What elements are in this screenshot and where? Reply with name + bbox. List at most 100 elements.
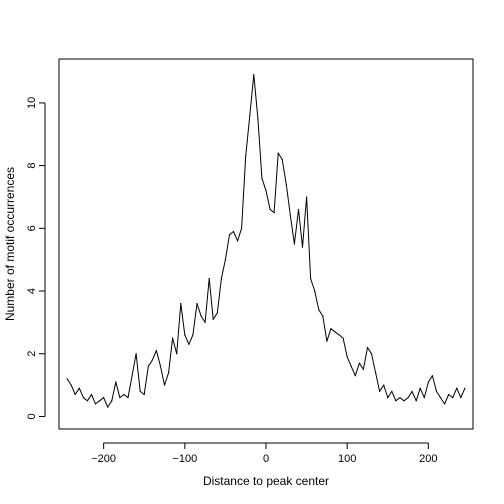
data-point [342,337,344,339]
data-point [431,375,433,377]
data-point [155,350,157,352]
y-tick-label: 8 [26,163,38,169]
x-tick-label: −100 [172,453,197,465]
data-point [379,390,381,392]
data-point [216,312,218,314]
data-point [261,177,263,179]
data-point [241,227,243,229]
data-point [245,155,247,157]
data-point [370,353,373,355]
data-point [212,318,214,320]
data-point [249,114,251,116]
y-tick-label: 4 [26,288,38,294]
data-point [306,196,308,198]
data-point [176,353,178,355]
y-axis-label: Number of motif occurrences [3,167,17,321]
data-point [435,390,438,392]
data-points [66,74,466,408]
data-point [224,259,226,261]
data-point [334,331,336,333]
data-point [131,375,133,377]
data-point [464,387,466,389]
data-point [188,343,190,345]
data-point [366,346,369,349]
data-point [82,397,84,399]
data-point [399,397,401,399]
data-point [78,387,80,389]
data-point [139,390,141,392]
data-point [269,208,271,211]
data-point [172,337,174,339]
data-point [168,372,170,374]
data-point [265,190,267,192]
series-line [66,74,466,408]
data-point [310,277,312,280]
data-point [180,303,182,305]
data-point [439,397,442,399]
data-point [293,243,295,245]
data-point [423,397,425,399]
data-point [119,397,121,399]
data-point [163,384,166,386]
y-tick-label: 10 [26,97,38,109]
x-tick-label: −200 [91,453,116,465]
data-point [285,183,287,185]
data-point [375,372,377,374]
data-point [257,118,259,120]
data-point [411,390,413,392]
data-point [444,403,446,405]
data-point [151,359,153,361]
data-point [74,393,76,396]
x-axis: −200 −100 0 100 200 [91,442,438,465]
data-point [346,356,348,358]
data-point [448,393,450,396]
data-point [253,74,255,76]
data-point [147,365,149,367]
data-point [456,387,458,389]
data-point [427,381,429,383]
data-point [107,406,109,408]
data-point [127,397,129,399]
data-point [358,362,360,364]
data-point [415,400,417,402]
data-point [111,400,113,402]
data-point [94,403,97,405]
data-point [387,397,389,399]
data-point [237,240,239,242]
y-tick-label: 0 [26,413,38,419]
data-point [419,387,421,389]
y-tick-label: 2 [26,351,38,357]
data-point [103,397,105,399]
data-point [460,397,462,399]
x-axis-label: Distance to peak center [203,474,329,488]
data-point [297,208,300,211]
data-point [200,315,202,317]
data-point [192,334,194,336]
data-point [383,384,385,386]
data-point [232,230,235,233]
data-point [403,400,405,402]
data-point [135,353,137,355]
data-point [452,397,454,399]
y-axis: 0 2 4 6 8 10 [26,97,46,420]
data-point [281,158,283,160]
data-point [143,393,145,396]
data-point [204,321,206,323]
data-point [318,309,320,311]
data-point [289,215,291,217]
data-point [159,365,162,367]
data-point [66,378,68,380]
plot-frame [58,58,474,430]
y-tick-label: 6 [26,225,38,231]
x-tick-label: 0 [263,453,269,465]
data-point [228,234,231,236]
data-point [99,400,101,402]
x-tick-label: 200 [419,453,437,465]
data-point [330,328,332,330]
data-point [407,397,409,399]
data-point [314,290,316,292]
data-point [322,315,324,317]
data-point [220,277,222,280]
